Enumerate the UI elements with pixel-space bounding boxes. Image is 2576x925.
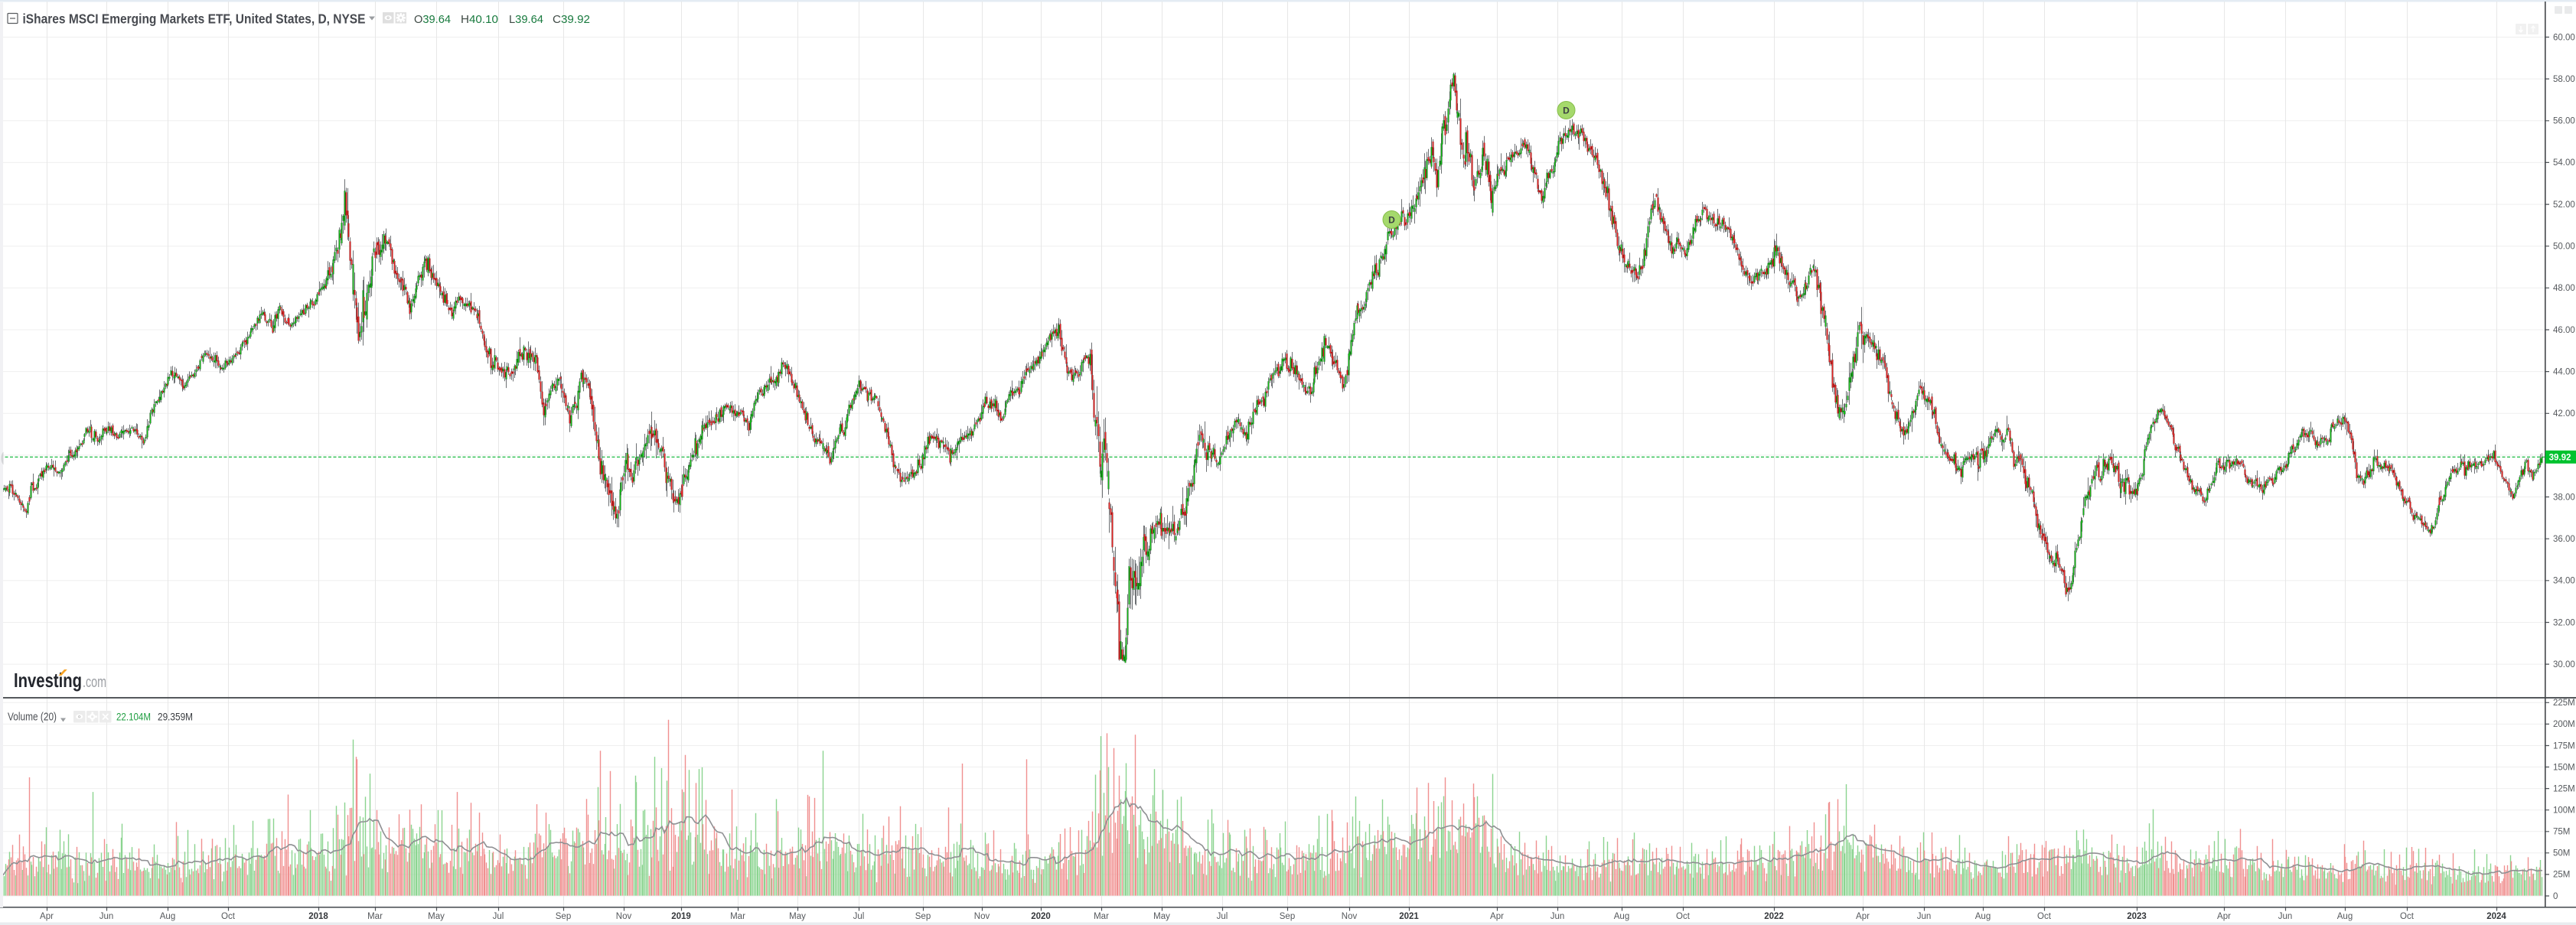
svg-text:34.00: 34.00 <box>2553 577 2575 586</box>
svg-text:29.359M: 29.359M <box>158 712 193 723</box>
svg-text:Sep: Sep <box>915 912 931 921</box>
svg-text:D: D <box>1563 106 1570 116</box>
svg-text:Aug: Aug <box>2337 912 2353 921</box>
svg-text:Jul: Jul <box>493 912 504 921</box>
svg-text:Apr: Apr <box>2217 912 2231 921</box>
svg-text:50.00: 50.00 <box>2553 243 2575 252</box>
svg-text:2018: 2018 <box>308 912 328 921</box>
svg-text:Apr: Apr <box>40 912 54 921</box>
svg-text:46.00: 46.00 <box>2553 326 2575 335</box>
svg-text:48.00: 48.00 <box>2553 284 2575 293</box>
svg-text:150M: 150M <box>2553 763 2575 772</box>
svg-text:225M: 225M <box>2553 699 2575 708</box>
svg-text:54.00: 54.00 <box>2553 158 2575 168</box>
svg-text:2023: 2023 <box>2127 912 2147 921</box>
svg-text:iShares MSCI Emerging Markets: iShares MSCI Emerging Markets ETF, Unite… <box>23 11 366 26</box>
svg-text:Jul: Jul <box>1217 912 1228 921</box>
svg-text:Mar: Mar <box>730 912 745 921</box>
svg-text:Aug: Aug <box>1614 912 1629 921</box>
svg-text:60.00: 60.00 <box>2553 33 2575 42</box>
svg-text:200M: 200M <box>2553 720 2575 729</box>
svg-text:30.00: 30.00 <box>2553 660 2575 669</box>
svg-text:Nov: Nov <box>974 912 990 921</box>
svg-text:25M: 25M <box>2553 871 2570 880</box>
svg-text:Jun: Jun <box>2278 912 2293 921</box>
svg-text:D: D <box>1388 215 1395 226</box>
svg-text:52.00: 52.00 <box>2553 200 2575 210</box>
svg-text:125M: 125M <box>2553 784 2575 793</box>
svg-text:Oct: Oct <box>2037 912 2052 921</box>
svg-text:Jun: Jun <box>99 912 114 921</box>
svg-text:.com: .com <box>83 674 106 691</box>
svg-text:2020: 2020 <box>1031 912 1051 921</box>
svg-text:44.00: 44.00 <box>2553 367 2575 376</box>
svg-text:22.104M: 22.104M <box>116 712 151 723</box>
svg-text:175M: 175M <box>2553 741 2575 751</box>
svg-text:50M: 50M <box>2553 849 2570 858</box>
svg-text:Volume (20): Volume (20) <box>8 712 57 724</box>
svg-text:32.00: 32.00 <box>2553 618 2575 627</box>
svg-text:2019: 2019 <box>671 912 691 921</box>
svg-text:Aug: Aug <box>1975 912 1991 921</box>
svg-text:Oct: Oct <box>1676 912 1691 921</box>
svg-text:Apr: Apr <box>1856 912 1870 921</box>
svg-text:Sep: Sep <box>556 912 571 921</box>
svg-text:2021: 2021 <box>1399 912 1419 921</box>
svg-text:May: May <box>789 912 806 921</box>
svg-text:0: 0 <box>2553 892 2558 901</box>
svg-text:Apr: Apr <box>1490 912 1504 921</box>
svg-text:Jun: Jun <box>1550 912 1565 921</box>
svg-text:2024: 2024 <box>2486 912 2506 921</box>
svg-text:Nov: Nov <box>1342 912 1358 921</box>
svg-text:Nov: Nov <box>616 912 632 921</box>
svg-text:2022: 2022 <box>1764 912 1784 921</box>
svg-text:100M: 100M <box>2553 806 2575 816</box>
svg-text:Aug: Aug <box>160 912 175 921</box>
svg-text:Oct: Oct <box>221 912 236 921</box>
svg-text:36.00: 36.00 <box>2553 535 2575 544</box>
svg-text:Mar: Mar <box>367 912 383 921</box>
svg-text:39.92: 39.92 <box>2549 454 2571 463</box>
svg-text:Jul: Jul <box>853 912 865 921</box>
svg-text:42.00: 42.00 <box>2553 409 2575 419</box>
svg-text:Mar: Mar <box>1094 912 1109 921</box>
svg-text:Oct: Oct <box>2400 912 2415 921</box>
svg-text:38.00: 38.00 <box>2553 493 2575 502</box>
svg-text:75M: 75M <box>2553 828 2570 837</box>
svg-text:Investing: Investing <box>14 669 82 692</box>
svg-text:May: May <box>428 912 445 921</box>
svg-text:Jun: Jun <box>1917 912 1932 921</box>
svg-text:May: May <box>1153 912 1170 921</box>
svg-text:Sep: Sep <box>1280 912 1295 921</box>
svg-text:58.00: 58.00 <box>2553 75 2575 84</box>
svg-text:56.00: 56.00 <box>2553 117 2575 126</box>
